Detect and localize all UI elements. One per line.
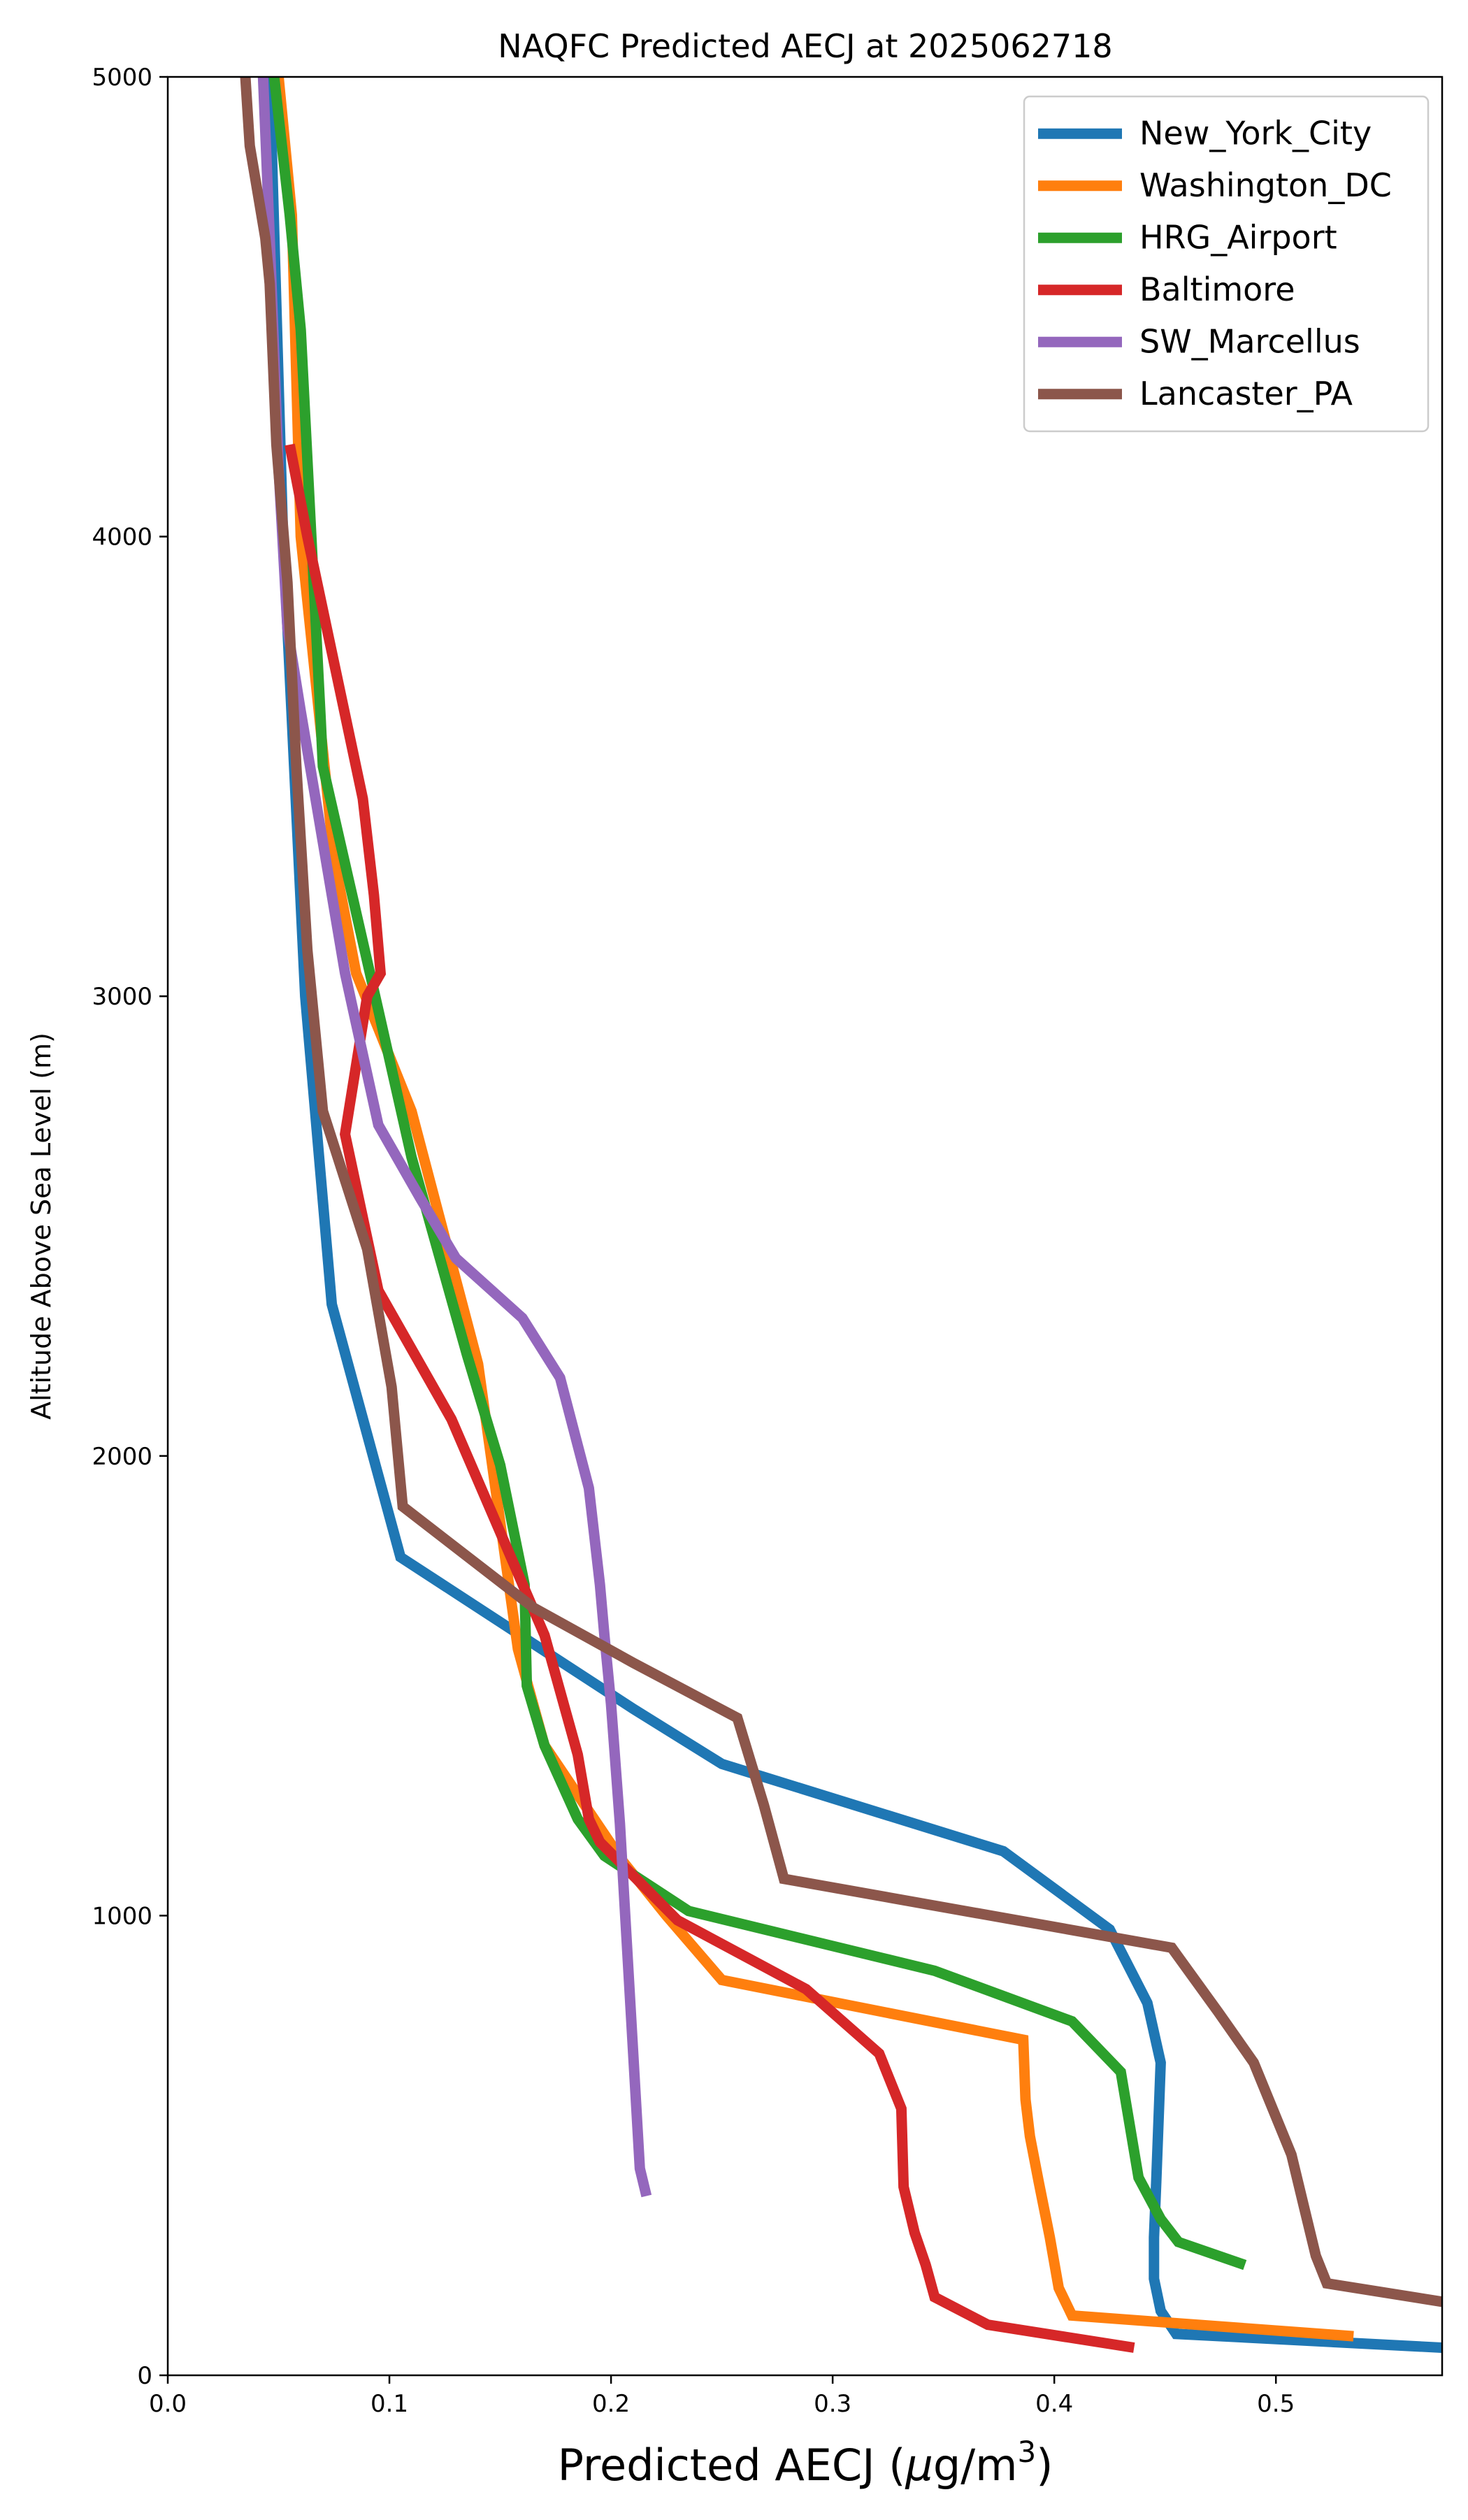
series-line-hrg-airport (268, 76, 1247, 2270)
legend-label: SW_Marcellus (1139, 322, 1360, 360)
x-tick-label: 0.4 (1035, 2390, 1073, 2418)
y-axis-label: Altitude Above Sea Level (m) (26, 1032, 57, 1420)
x-axis: 0.0 0.1 0.2 0.3 0.4 0.5 (149, 2375, 1295, 2418)
y-tick-label: 1000 (92, 1902, 152, 1930)
x-axis-label: Predicted AECJ (μg/m3) (558, 2435, 1053, 2491)
x-tick-label: 0.3 (814, 2390, 851, 2418)
y-tick-label: 2000 (92, 1443, 152, 1471)
x-tick-label: 0.2 (592, 2390, 630, 2418)
x-axis-label-close: ) (1036, 2440, 1053, 2491)
legend-label: Washington_DC (1139, 166, 1392, 204)
series-line-baltimore (285, 443, 1135, 2353)
series-line-lancaster-pa (240, 76, 1444, 2307)
series-line-new-york-city (264, 76, 1443, 2353)
x-tick-label: 0.0 (149, 2390, 187, 2418)
y-axis: 0 1000 2000 3000 4000 5000 (92, 64, 168, 2390)
legend-label: Baltimore (1139, 271, 1295, 308)
y-tick-label: 0 (137, 2362, 152, 2390)
x-axis-label-units: g/m (933, 2440, 1018, 2491)
legend-box (1023, 95, 1430, 433)
plot-frame (166, 75, 1444, 2377)
legend-label: New_York_City (1139, 114, 1372, 152)
y-tick-label: 3000 (92, 983, 152, 1011)
legend-label: Lancaster_PA (1139, 375, 1353, 412)
x-axis-label-superscript: 3 (1017, 2435, 1036, 2469)
series-layer (240, 76, 1444, 2353)
y-tick-label: 4000 (92, 524, 152, 552)
x-tick-label: 0.1 (370, 2390, 408, 2418)
legend-label: HRG_Airport (1139, 218, 1337, 256)
chart-title: NAQFC Predicted AECJ at 2025062718 (498, 27, 1112, 65)
x-tick-label: 0.5 (1257, 2390, 1295, 2418)
legend: New_York_City Washington_DC HRG_Airport Bal… (1023, 95, 1430, 433)
x-axis-label-main: Predicted AECJ ( (558, 2440, 906, 2491)
x-axis-label-mu: μ (905, 2440, 933, 2491)
y-tick-label: 5000 (92, 64, 152, 92)
